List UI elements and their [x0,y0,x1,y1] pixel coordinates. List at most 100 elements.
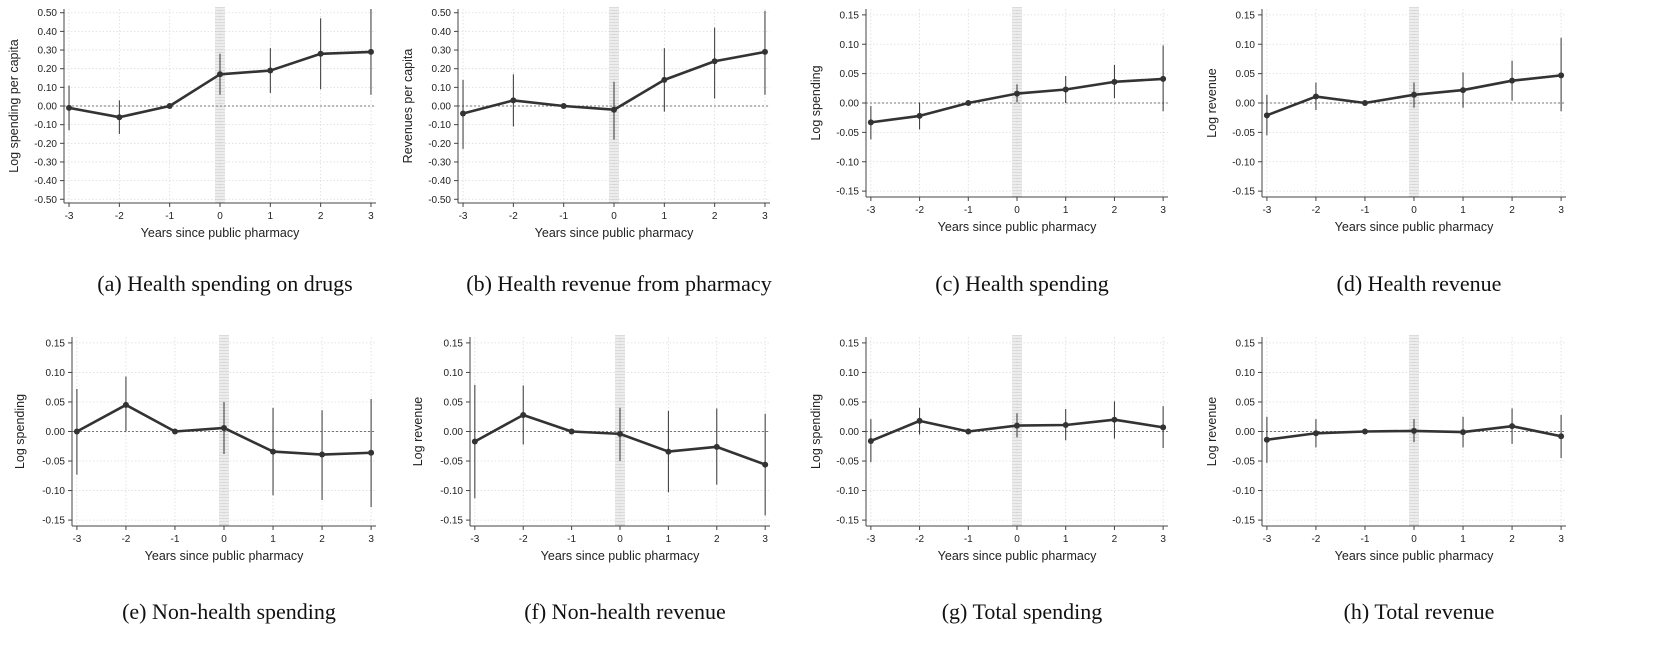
y-tick-label: 0.10 [1236,40,1256,51]
y-axis-label: Log revenue [411,397,425,467]
x-axis-label: Years since public pharmacy [535,226,694,240]
data-point [1312,93,1319,100]
x-tick-label: 0 [217,211,223,222]
data-point [611,106,617,113]
panel-g: 0.15 0.10 0.05 0.00 -0.05 -0.10 -0.15 -3 -2 -1 0 1 2… [809,335,1168,624]
x-tick-label: 1 [666,534,672,545]
data-point [1411,427,1417,434]
x-tick-label: 3 [1160,205,1166,216]
y-tick-label: -0.05 [440,457,463,468]
data-point [1014,90,1020,97]
data-point [1160,424,1167,431]
data-point [965,428,972,435]
data-point [617,430,623,437]
x-tick-label: -2 [519,534,528,545]
x-tick-label: 0 [611,211,617,222]
y-tick-label: 0.10 [840,40,860,51]
x-tick-label: 2 [714,534,720,545]
y-axis-label: Log spending [13,394,27,469]
panel-caption: (h) Total revenue [1344,599,1495,624]
y-tick-label: 0.05 [1236,69,1256,80]
y-tick-label: -0.10 [34,120,57,131]
data-point [1509,423,1516,430]
data-point [916,112,923,119]
x-tick-label: -2 [915,205,924,216]
data-point [1062,422,1069,429]
data-point [116,114,123,121]
y-tick-label: 0.15 [444,338,464,349]
y-tick-label: 0.00 [444,427,464,438]
x-tick-label: -2 [115,211,124,222]
data-point [1312,430,1319,437]
data-point [520,411,527,418]
data-point [166,103,173,109]
data-point [1014,422,1020,429]
y-tick-label: 0.05 [46,397,66,408]
y-tick-label: 0.00 [46,427,66,438]
y-tick-label: -0.30 [428,157,451,168]
y-tick-label: -0.05 [836,128,859,139]
x-tick-label: -1 [1361,205,1370,216]
data-point [319,451,326,458]
x-tick-label: -3 [459,211,468,222]
y-tick-label: 0.05 [840,69,860,80]
y-tick-label: 0.00 [1236,99,1256,110]
data-point [368,449,375,456]
panel-f: 0.15 0.10 0.05 0.00 -0.05 -0.10 -0.15 -3 -2 -1 0 1 2… [411,335,770,624]
x-tick-label: 1 [662,211,668,222]
x-tick-label: 3 [762,534,768,545]
x-tick-label: 1 [1063,534,1069,545]
x-tick-label: -3 [1262,205,1271,216]
data-point [1411,91,1417,98]
x-axis-label: Years since public pharmacy [145,549,304,563]
data-point [1460,429,1467,436]
x-tick-label: -2 [915,534,924,545]
y-tick-label: 0.15 [1236,10,1256,21]
y-tick-label: -0.05 [1232,457,1255,468]
y-tick-label: 0.00 [840,427,860,438]
y-tick-label: -0.50 [34,195,57,206]
x-tick-label: 2 [1112,534,1118,545]
y-axis-label: Log spending [809,65,823,140]
x-tick-label: 0 [617,534,623,545]
x-tick-label: -3 [72,534,81,545]
y-tick-label: 0.50 [38,8,58,19]
y-tick-label: 0.20 [38,64,58,75]
y-tick-label: 0.20 [432,64,452,75]
y-tick-label: -0.20 [428,139,451,150]
y-tick-label: 0.10 [840,368,860,379]
data-point [916,417,923,424]
panel-caption: (g) Total spending [942,599,1103,624]
y-tick-label: 0.00 [840,99,860,110]
x-tick-label: 0 [1411,534,1417,545]
y-axis-label: Log revenue [1205,397,1219,467]
panel-h: 0.15 0.10 0.05 0.00 -0.05 -0.10 -0.15 -3 -2 -1 0 1 2… [1205,335,1566,624]
panel-d: 0.15 0.10 0.05 0.00 -0.05 -0.10 -0.15 -3 -2 -1 0 1 2… [1205,7,1566,296]
data-point [270,448,277,455]
x-tick-label: -1 [964,205,973,216]
x-tick-label: 3 [1160,534,1166,545]
y-axis-label: Log spending [809,394,823,469]
x-tick-label: 2 [1112,205,1118,216]
data-point [1111,78,1118,85]
data-point [317,50,324,57]
x-tick-label: 0 [221,534,227,545]
x-tick-label: 3 [368,534,374,545]
x-tick-label: 0 [1014,534,1020,545]
y-axis-label: Log revenue [1205,68,1219,138]
y-tick-label: -0.10 [836,486,859,497]
x-tick-label: 2 [319,534,325,545]
data-point [1263,112,1270,119]
y-tick-label: -0.15 [836,187,859,198]
x-tick-label: 3 [1558,205,1564,216]
x-axis-label: Years since public pharmacy [938,220,1097,234]
x-tick-label: -1 [1361,534,1370,545]
x-tick-label: -3 [65,211,74,222]
panel-a: 0.50 0.40 0.30 0.20 0.10 0.00 -0.10 -0.20 -0.30 -… [7,7,376,296]
y-tick-label: -0.50 [428,195,451,206]
y-tick-label: -0.40 [428,176,451,187]
y-tick-label: 0.15 [1236,338,1256,349]
data-point [568,428,575,435]
y-tick-label: -0.20 [34,139,57,150]
data-point [713,443,720,450]
